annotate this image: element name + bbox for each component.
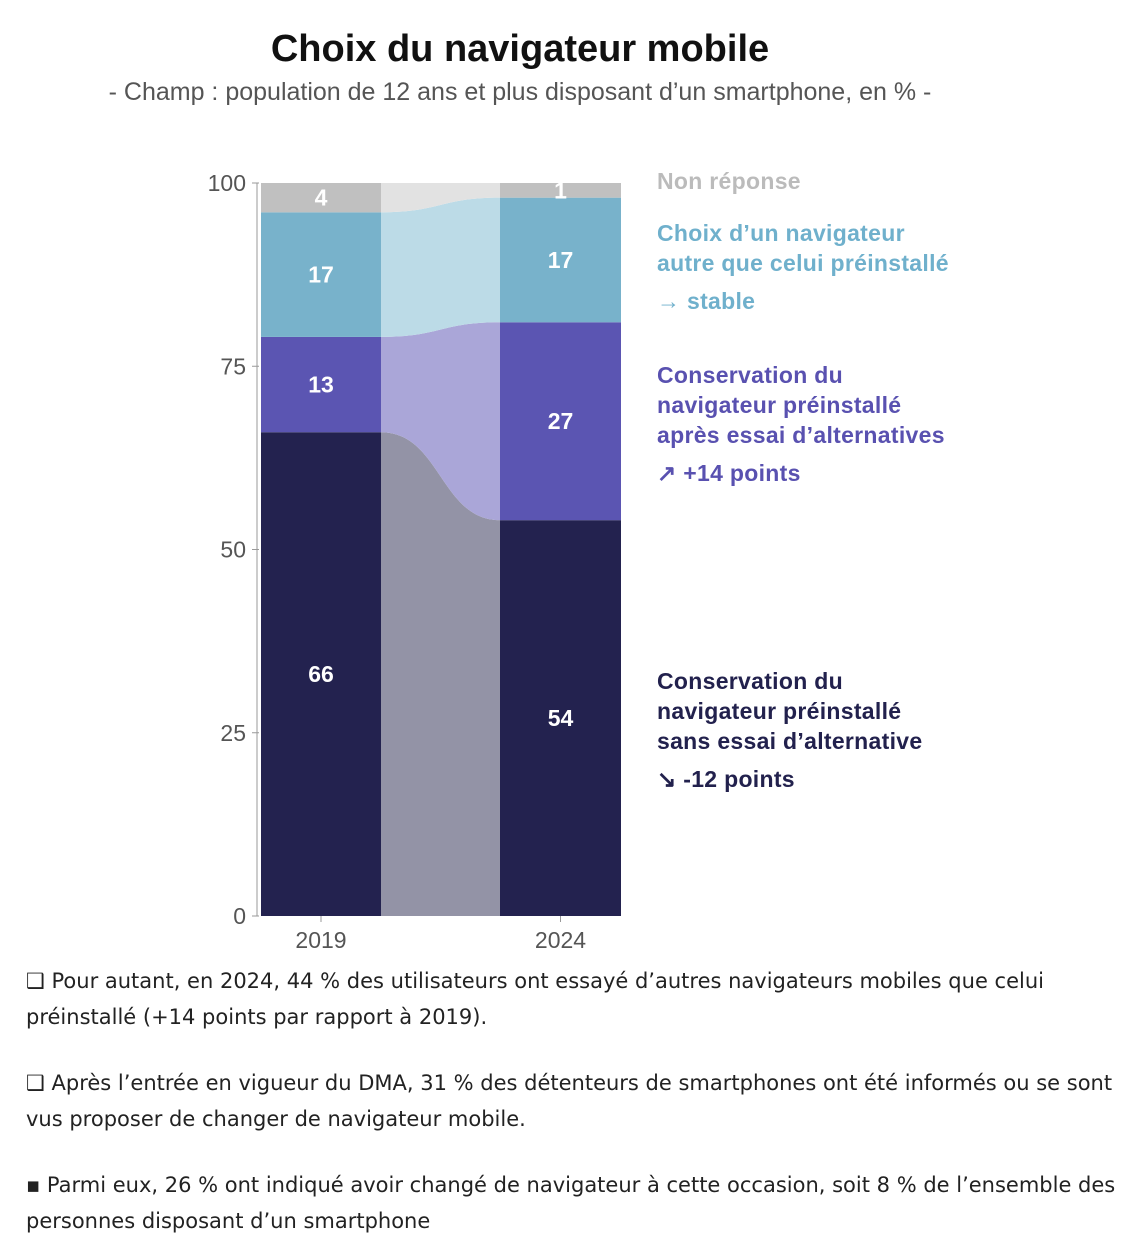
legend-text: autre que celui préinstallé (657, 250, 949, 276)
legend-change: ↘ -12 points (657, 766, 795, 792)
data-label: 4 (315, 185, 328, 211)
bar-segment (261, 212, 381, 337)
legend-change: ↗ +14 points (657, 460, 801, 486)
bar-segment (500, 183, 621, 198)
legend-item: Non réponse (657, 166, 801, 196)
chart-title: Choix du navigateur mobile (270, 28, 770, 70)
x-tick-label: 2019 (295, 927, 346, 953)
legend-text: Non réponse (657, 168, 801, 194)
data-label: 27 (548, 408, 574, 434)
legend-item: Conservation du navigateur préinstallé apr… (657, 360, 945, 488)
flow-band (381, 432, 500, 916)
bar-segment (261, 183, 381, 213)
flow-band (381, 322, 500, 521)
bar-segment (500, 197, 621, 323)
legend-text: sans essai d’alternative (657, 728, 923, 754)
flow-band (381, 183, 500, 213)
legend-change: → stable (657, 288, 756, 314)
legend-text: navigateur préinstallé (657, 698, 902, 724)
legend-text: Conservation du (657, 362, 843, 388)
y-tick-label: 50 (220, 537, 246, 563)
y-tick-label: 0 (233, 903, 246, 929)
y-tick-label: 25 (220, 720, 246, 746)
y-tick-label: 75 (220, 353, 246, 379)
legend-text: après essai d’alternatives (657, 422, 945, 448)
bar-segment (261, 432, 381, 916)
bar-segment (500, 322, 621, 521)
chart-subtitle: - Champ : population de 12 ans et plus d… (108, 78, 932, 106)
bar-segment (261, 336, 381, 433)
flow-band (381, 197, 500, 337)
data-label: 54 (548, 705, 574, 731)
paragraph-1: ❑ Pour autant, en 2024, 44 % des utilisa… (26, 969, 1044, 1029)
stacked-bar-chart: 0 25 50 75 100 2019 2024 66 54 13 27 17 17 4 1 (208, 170, 621, 953)
data-label: 1 (554, 177, 567, 203)
y-tick-label: 100 (208, 170, 246, 196)
x-tick-label: 2024 (535, 927, 586, 953)
legend-text: navigateur préinstallé (657, 392, 902, 418)
data-label: 17 (308, 262, 334, 288)
bar-segment (500, 520, 621, 916)
legend-text: Conservation du (657, 668, 843, 694)
paragraph-3: ▪ Parmi eux, 26 % ont indiqué avoir chan… (26, 1173, 1116, 1233)
data-label: 66 (308, 661, 334, 687)
legend-item: Conservation du navigateur préinstallé san… (657, 666, 922, 794)
data-label: 13 (308, 372, 334, 398)
legend-item: Choix d’un navigateur autre que celui pré… (657, 218, 949, 316)
data-label: 17 (548, 247, 574, 273)
legend-text: Choix d’un navigateur (657, 220, 905, 246)
paragraph-2: ❑ Après l’entrée en vigueur du DMA, 31 %… (26, 1071, 1113, 1131)
